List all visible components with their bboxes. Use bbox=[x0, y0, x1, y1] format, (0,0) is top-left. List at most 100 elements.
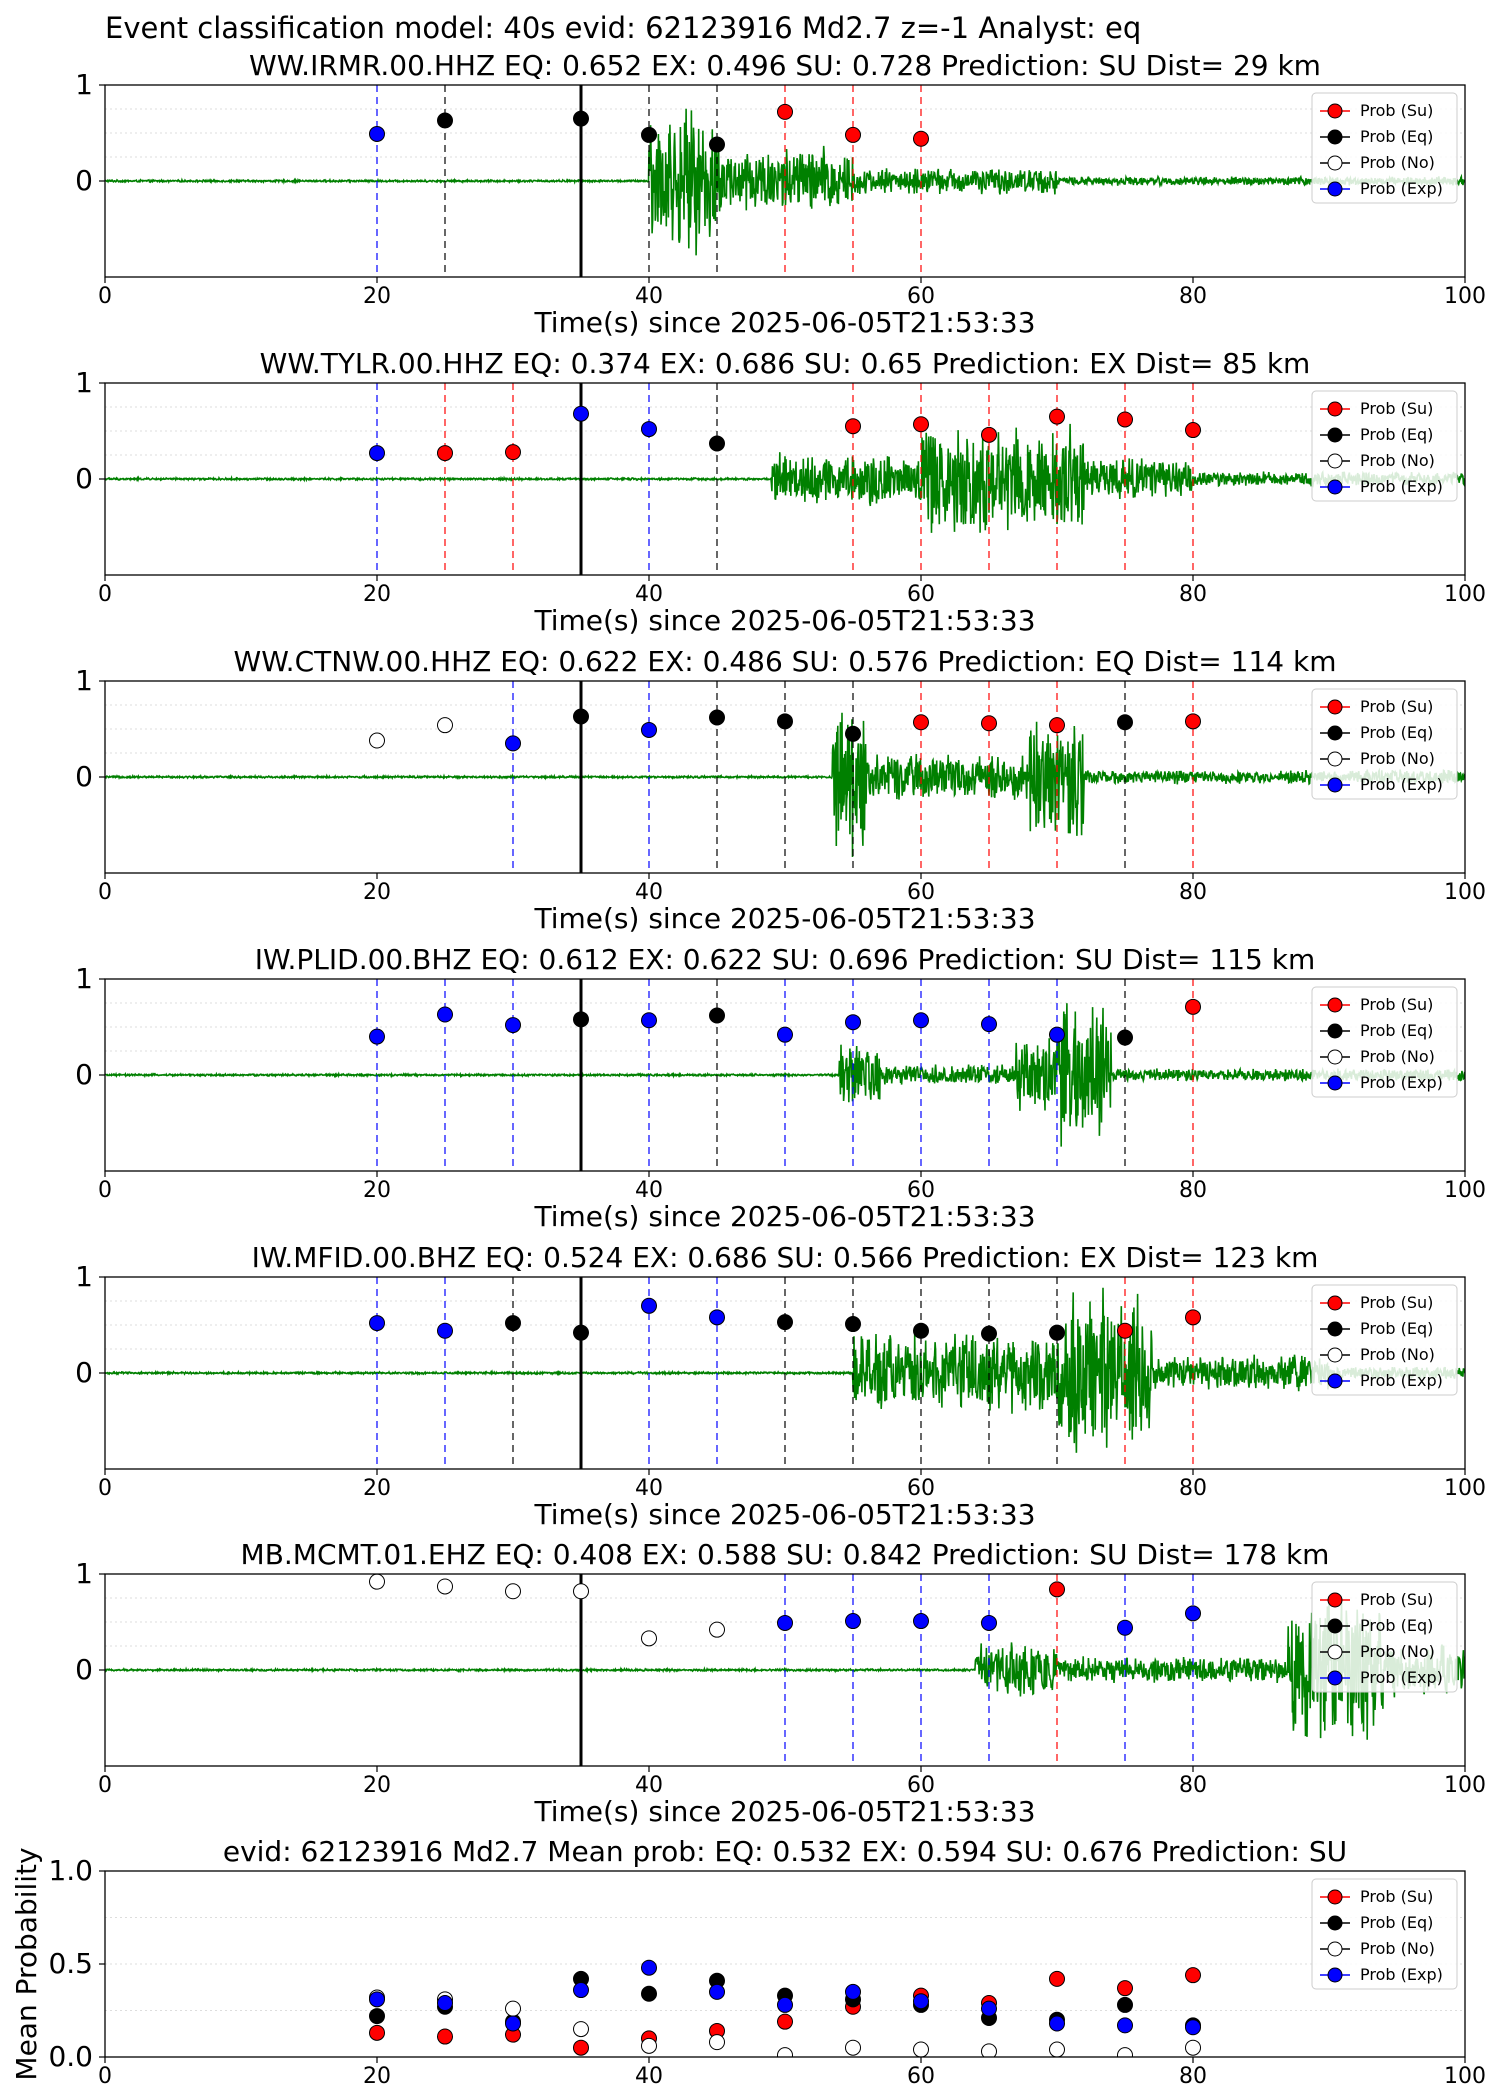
legend-box bbox=[1311, 1878, 1458, 1990]
x-tick-label: 20 bbox=[363, 880, 391, 905]
subplot-title: WW.CTNW.00.HHZ EQ: 0.622 EX: 0.486 SU: 0… bbox=[234, 645, 1337, 678]
prob-point-su bbox=[1049, 1581, 1065, 1598]
prob-point-no bbox=[573, 1583, 589, 1600]
prob-point-no bbox=[437, 717, 453, 734]
mean-point-ex bbox=[981, 2000, 997, 2017]
prob-point-eq bbox=[573, 1324, 589, 1341]
legend-marker-su bbox=[1327, 699, 1343, 715]
prob-point-su bbox=[505, 444, 521, 461]
prob-point-eq bbox=[573, 708, 589, 725]
prob-point-su bbox=[1185, 713, 1201, 730]
subplot-title: WW.TYLR.00.HHZ EQ: 0.374 EX: 0.686 SU: 0… bbox=[260, 347, 1311, 380]
prob-point-eq bbox=[437, 112, 453, 129]
prob-point-su bbox=[845, 418, 861, 435]
prob-point-eq bbox=[777, 713, 793, 730]
legend-box bbox=[1311, 1284, 1458, 1396]
x-tick-label: 80 bbox=[1179, 2064, 1207, 2089]
legend-marker-no bbox=[1327, 1347, 1343, 1363]
x-tick-label: 80 bbox=[1179, 880, 1207, 905]
x-tick-label: 40 bbox=[635, 582, 663, 607]
prob-point-eq bbox=[777, 1314, 793, 1331]
x-tick-label: 20 bbox=[363, 1773, 391, 1798]
x-tick-label: 40 bbox=[635, 880, 663, 905]
prob-point-ex bbox=[913, 1613, 929, 1630]
plot-area bbox=[105, 1277, 1465, 1469]
x-tick-label: 80 bbox=[1179, 1773, 1207, 1798]
prob-point-su bbox=[845, 126, 861, 143]
legend: Prob (Su) Prob (Eq) Prob (No) Prob (Exp) bbox=[1311, 986, 1458, 1098]
prob-point-no bbox=[369, 732, 385, 749]
legend-box bbox=[1311, 1581, 1458, 1693]
prob-point-su bbox=[1049, 408, 1065, 425]
legend-marker-eq bbox=[1327, 1915, 1343, 1931]
prob-point-eq bbox=[845, 725, 861, 742]
mean-point-su bbox=[437, 2028, 453, 2045]
legend-marker-no bbox=[1327, 1049, 1343, 1065]
prob-point-ex bbox=[369, 1315, 385, 1332]
legend-box bbox=[1311, 390, 1458, 502]
mean-point-ex bbox=[845, 1983, 861, 2000]
prob-point-eq bbox=[573, 1011, 589, 1028]
legend-label-no: Prob (No) bbox=[1360, 749, 1435, 768]
x-axis-label: Time(s) since 2025-06-05T21:53:33 bbox=[533, 1795, 1035, 1828]
prob-point-eq bbox=[1117, 714, 1133, 731]
prob-point-eq bbox=[641, 126, 657, 143]
legend-label-no: Prob (No) bbox=[1360, 153, 1435, 172]
legend-marker-su bbox=[1327, 401, 1343, 417]
plot-area bbox=[105, 1574, 1465, 1766]
legend-marker-ex bbox=[1327, 181, 1343, 197]
mean-point-no bbox=[1049, 2041, 1065, 2057]
prob-point-eq bbox=[913, 1322, 929, 1339]
mean-point-no bbox=[1185, 2039, 1201, 2056]
mean-point-eq bbox=[641, 1985, 657, 2002]
prob-point-su bbox=[1185, 1309, 1201, 1326]
prob-point-ex bbox=[573, 405, 589, 422]
prob-point-su bbox=[437, 445, 453, 462]
x-tick-label: 60 bbox=[907, 2064, 935, 2089]
prob-point-eq bbox=[845, 1316, 861, 1333]
prob-point-no bbox=[709, 1621, 725, 1638]
legend-marker-su bbox=[1327, 1295, 1343, 1311]
x-tick-label: 100 bbox=[1444, 1773, 1486, 1798]
mean-point-ex bbox=[437, 1995, 453, 2012]
legend-label-ex: Prob (Exp) bbox=[1360, 1965, 1443, 1984]
legend-marker-su bbox=[1327, 997, 1343, 1013]
x-tick-label: 40 bbox=[635, 1178, 663, 1203]
y-tick-label: 0.0 bbox=[48, 2040, 93, 2073]
legend-label-eq: Prob (Eq) bbox=[1360, 1616, 1433, 1635]
x-tick-label: 20 bbox=[363, 1178, 391, 1203]
prob-point-ex bbox=[913, 1012, 929, 1029]
legend-label-su: Prob (Su) bbox=[1360, 697, 1433, 716]
mean-point-no bbox=[981, 2043, 997, 2057]
x-tick-label: 0 bbox=[98, 1178, 112, 1203]
legend-box bbox=[1311, 92, 1458, 204]
prob-point-ex bbox=[641, 721, 657, 738]
mean-point-eq bbox=[1117, 1996, 1133, 2013]
prob-point-eq bbox=[709, 435, 725, 452]
mean-point-no bbox=[913, 2041, 929, 2057]
mean-point-ex bbox=[709, 1983, 725, 2000]
mean-point-su bbox=[1049, 1970, 1065, 1987]
legend-label-su: Prob (Su) bbox=[1360, 1887, 1433, 1906]
legend-marker-eq bbox=[1327, 427, 1343, 443]
x-tick-label: 0 bbox=[98, 284, 112, 309]
y-axis-label: Mean Probability bbox=[10, 1847, 43, 2080]
y-tick-label: 1 bbox=[75, 664, 93, 697]
prob-point-eq bbox=[1117, 1029, 1133, 1046]
legend-label-su: Prob (Su) bbox=[1360, 1590, 1433, 1609]
x-tick-label: 80 bbox=[1179, 1178, 1207, 1203]
x-tick-label: 20 bbox=[363, 582, 391, 607]
subplot-title: evid: 62123916 Md2.7 Mean prob: EQ: 0.53… bbox=[223, 1835, 1347, 1868]
prob-point-eq bbox=[1049, 1324, 1065, 1341]
prob-point-ex bbox=[437, 1006, 453, 1023]
mean-point-no bbox=[777, 2047, 793, 2057]
legend: Prob (Su) Prob (Eq) Prob (No) Prob (Exp) bbox=[1311, 390, 1458, 502]
x-tick-label: 60 bbox=[907, 1773, 935, 1798]
legend-marker-no bbox=[1327, 1941, 1343, 1957]
prob-point-ex bbox=[505, 735, 521, 752]
legend-label-ex: Prob (Exp) bbox=[1360, 477, 1443, 496]
mean-point-ex bbox=[573, 1982, 589, 1999]
x-tick-label: 0 bbox=[98, 1773, 112, 1798]
y-tick-label: 1 bbox=[75, 68, 93, 101]
